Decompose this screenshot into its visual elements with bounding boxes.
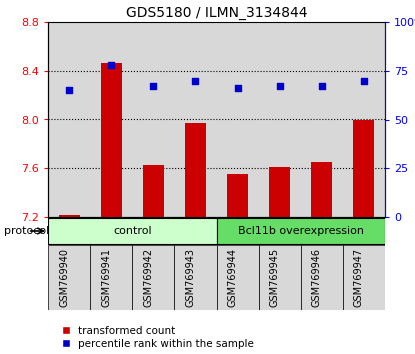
Text: GSM769946: GSM769946 [312, 248, 322, 307]
Bar [227, 174, 248, 217]
Point [361, 78, 367, 83]
Bar [48, 22, 90, 217]
Bar [90, 22, 132, 217]
Text: GSM769947: GSM769947 [354, 248, 364, 307]
Bar [132, 245, 174, 310]
Point [150, 84, 156, 89]
Bar [101, 63, 122, 217]
Point [318, 84, 325, 89]
Point [108, 62, 115, 68]
Text: GSM769945: GSM769945 [270, 248, 280, 307]
Text: control: control [113, 226, 151, 236]
Bar [259, 22, 301, 217]
Text: GSM769944: GSM769944 [227, 248, 237, 307]
Bar [185, 123, 206, 217]
Bar [343, 245, 385, 310]
Bar [217, 22, 259, 217]
Point [234, 85, 241, 91]
Legend: transformed count, percentile rank within the sample: transformed count, percentile rank withi… [61, 326, 254, 349]
Point [276, 84, 283, 89]
Text: protocol: protocol [4, 226, 49, 236]
Bar [90, 245, 132, 310]
Text: GSM769943: GSM769943 [186, 248, 195, 307]
Bar [217, 218, 385, 245]
Bar [48, 218, 217, 245]
Bar [174, 245, 217, 310]
Bar [143, 165, 164, 217]
Bar [48, 245, 90, 310]
Bar [269, 167, 290, 217]
Point [66, 87, 72, 93]
Bar [301, 245, 343, 310]
Text: Bcl11b overexpression: Bcl11b overexpression [238, 226, 364, 236]
Bar [59, 215, 80, 217]
Bar [132, 22, 174, 217]
Text: GSM769940: GSM769940 [59, 248, 69, 307]
Bar [311, 162, 332, 217]
Bar [174, 22, 217, 217]
Bar [343, 22, 385, 217]
Bar [301, 22, 343, 217]
Text: GSM769941: GSM769941 [101, 248, 111, 307]
Bar [217, 245, 259, 310]
Point [192, 78, 199, 83]
Bar [354, 120, 374, 217]
Text: GSM769942: GSM769942 [143, 248, 153, 307]
Title: GDS5180 / ILMN_3134844: GDS5180 / ILMN_3134844 [126, 6, 307, 19]
Bar [259, 245, 301, 310]
